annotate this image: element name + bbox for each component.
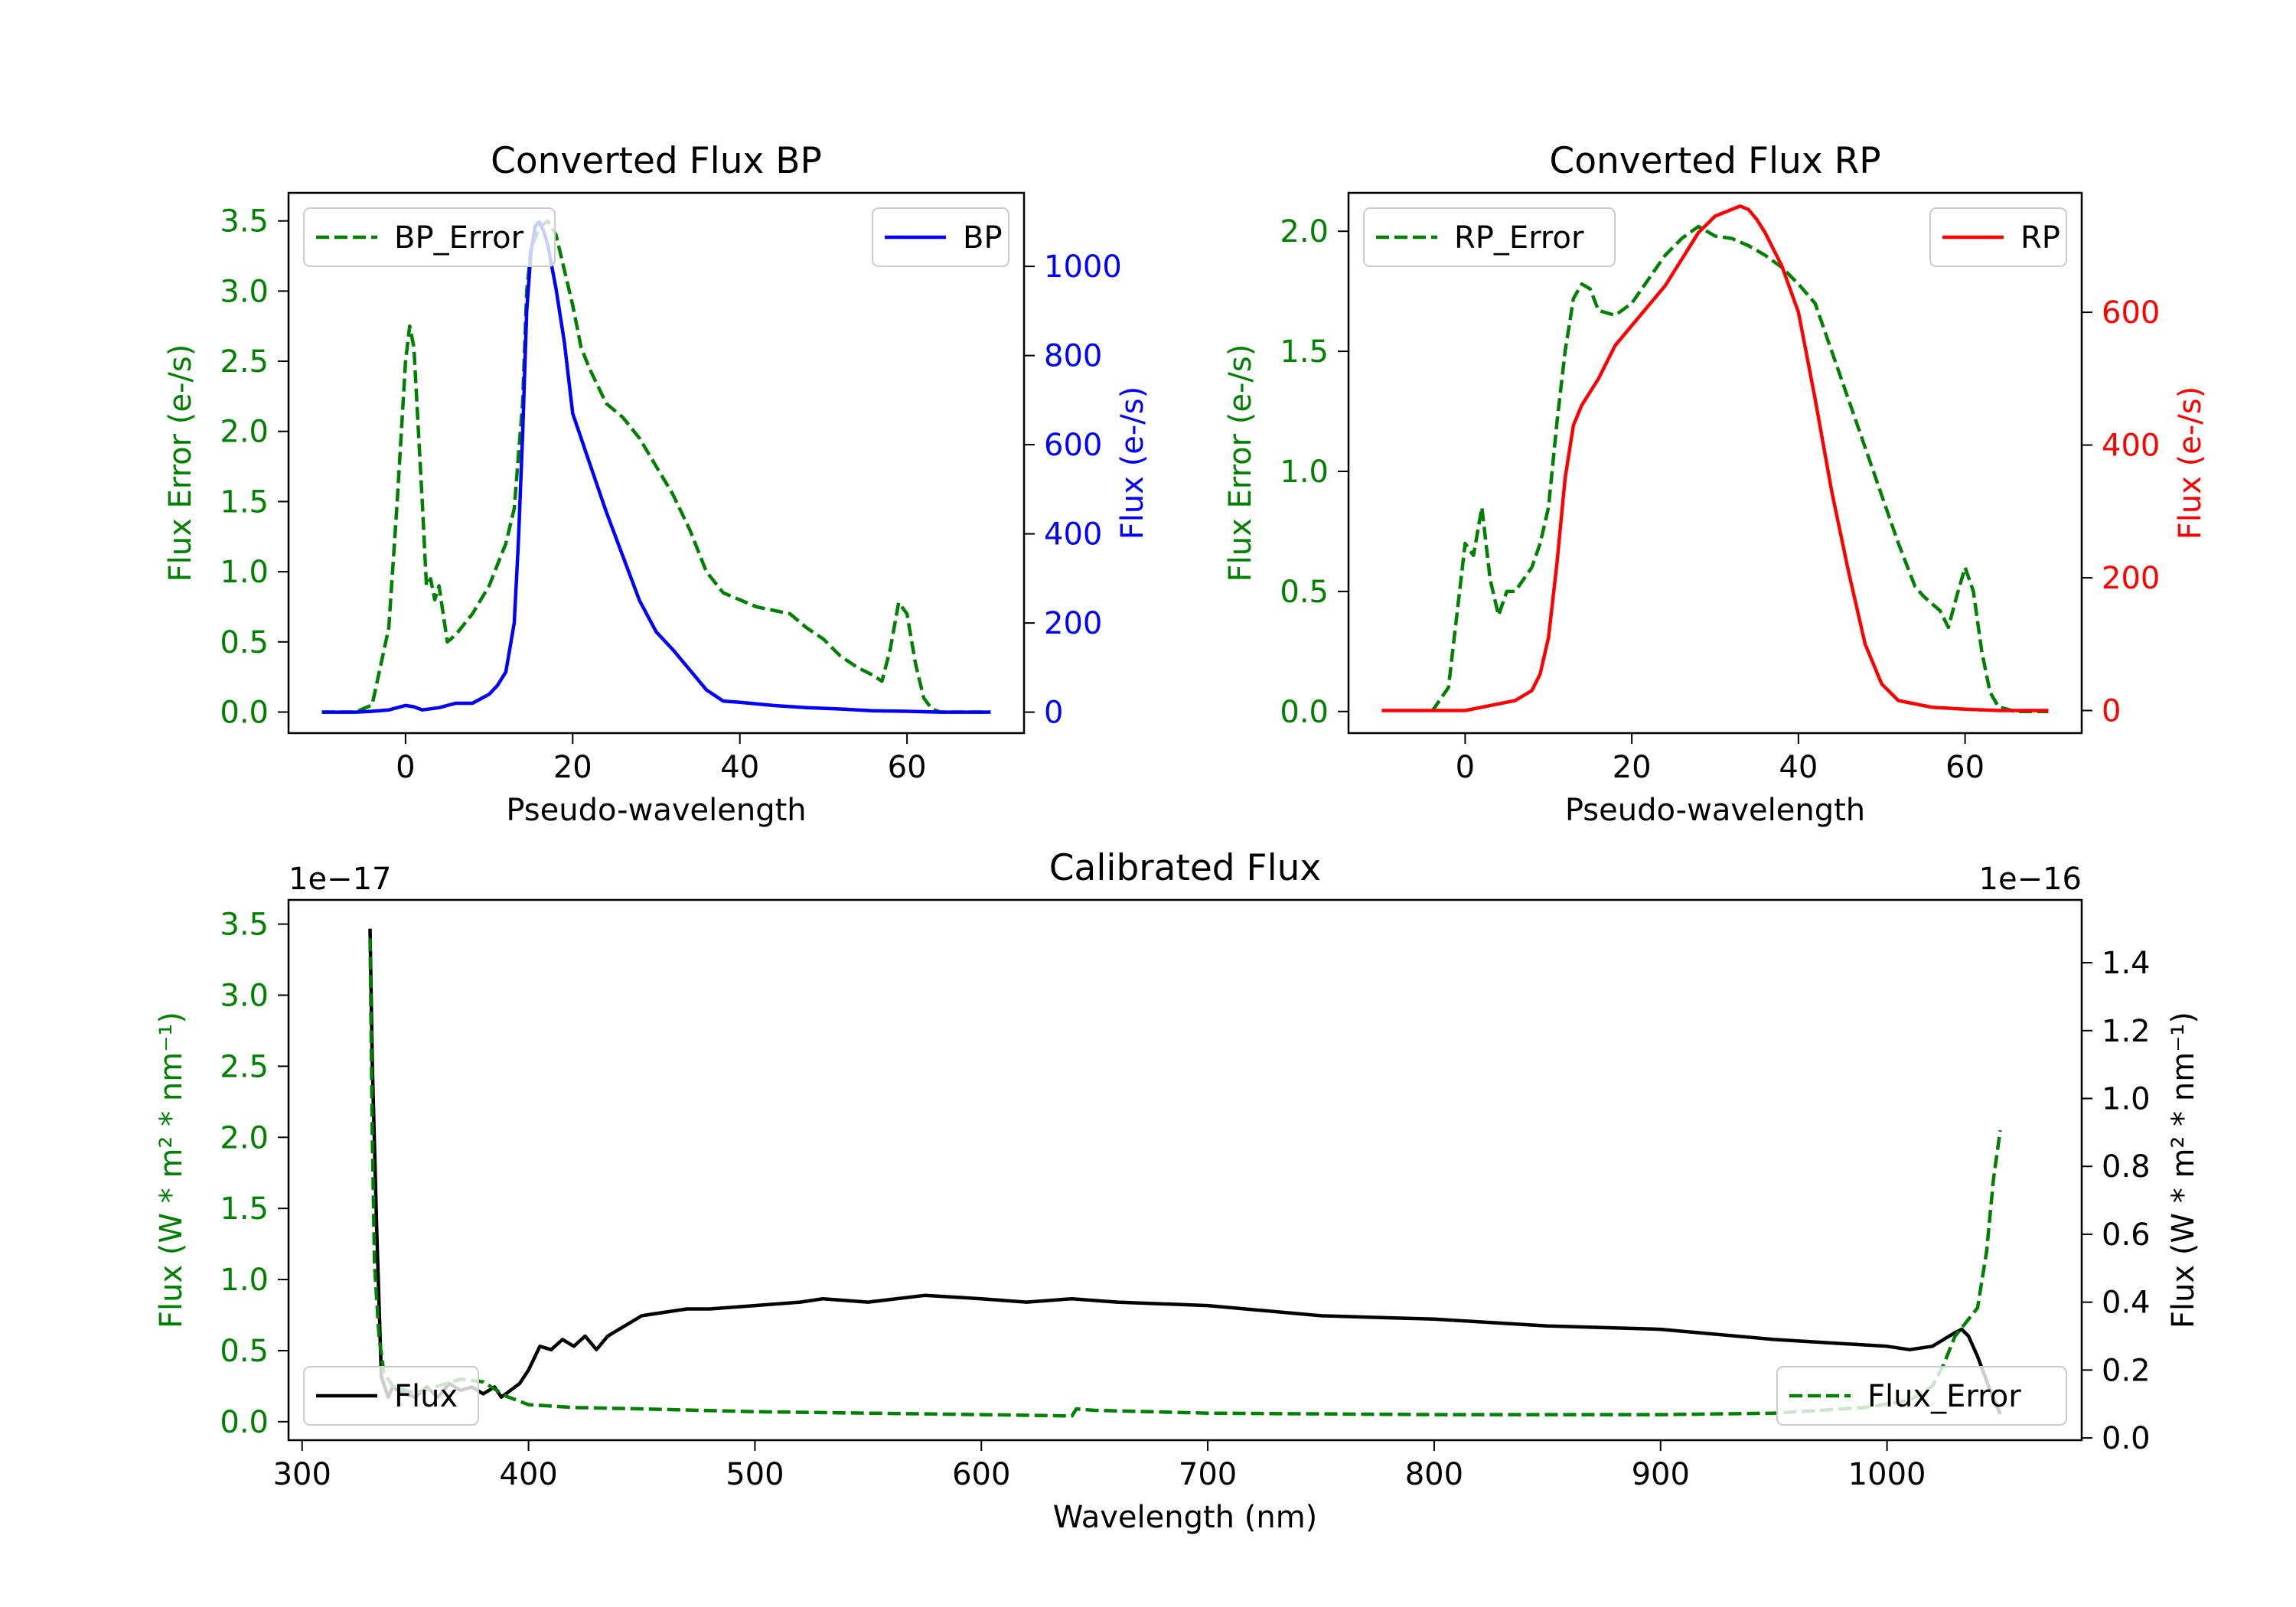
chart-title: Calibrated Flux [1049, 847, 1322, 889]
axes-frame [287, 191, 1026, 735]
y-right-tick-label: 800 [1044, 339, 1102, 374]
chart-panel-3: 300 400 500 600 700 800 900 1000 0.0 0.5 1.0 1.5 2.0… [154, 847, 2201, 1535]
y-left-tick-label: 2.5 [220, 344, 269, 380]
legend-label: RP_Error [1454, 220, 1584, 256]
y-left-tick-label: 3.0 [220, 274, 269, 309]
legend-flux: Flux [303, 1366, 479, 1426]
legend-rp: RP [1929, 207, 2067, 267]
x-tick-label: 20 [1613, 750, 1652, 785]
x-axis-label: Wavelength (nm) [1053, 1500, 1318, 1535]
y-right-tick-label: 400 [1044, 517, 1102, 553]
y-right-tick-label: 0.0 [2102, 1421, 2151, 1456]
x-tick-label: 900 [1632, 1457, 1690, 1492]
chart-title: Converted Flux BP [491, 140, 822, 182]
y-left-tick-label: 3.5 [220, 908, 269, 943]
x-tick-label: 60 [1945, 750, 1985, 785]
y-right-tick-label: 0 [1044, 696, 1063, 731]
legend-box [303, 207, 556, 267]
axes-frame [1347, 191, 2083, 735]
chart-panel-1: 0 20 40 60 0.0 0.5 1.0 1.5 2.0 2.5 3.0 3.5 0 200 400 60… [163, 140, 1150, 828]
x-tick-label: 700 [1179, 1457, 1237, 1492]
y-left-tick-label: 1.0 [1280, 455, 1329, 490]
y-left-tick-label: 0.0 [220, 1405, 269, 1440]
x-tick-label: 400 [499, 1457, 557, 1492]
y-left-tick-label: 0.5 [1280, 575, 1329, 610]
legend-box [1776, 1366, 2067, 1426]
y-left-tick-label: 2.0 [220, 415, 269, 450]
y-left-tick-label: 2.0 [1280, 214, 1329, 249]
y-left-tick-label: 0.0 [1280, 695, 1329, 730]
y-right-tick-label: 600 [1044, 428, 1102, 463]
y-right-tick-label: 0 [2102, 694, 2121, 729]
y-left-axis-label: Flux (W * m² * nm⁻¹) [154, 1012, 189, 1328]
x-tick-label: 60 [888, 750, 927, 785]
y-right-tick-label: 200 [2102, 561, 2160, 596]
y-right-tick-label: 600 [2102, 295, 2160, 331]
x-tick-label: 40 [720, 750, 759, 785]
y-left-tick-label: 1.0 [220, 1263, 269, 1298]
y-left-tick-label: 2.5 [220, 1049, 269, 1084]
y-right-offset-label: 1e−16 [1979, 862, 2082, 897]
y-right-tick-label: 1.4 [2102, 946, 2151, 981]
x-tick-label: 40 [1779, 750, 1818, 785]
y-left-tick-label: 3.5 [220, 204, 269, 240]
x-tick-label: 800 [1405, 1457, 1463, 1492]
legend-bp_error: BP_Error [303, 207, 556, 267]
y-right-tick-label: 0.6 [2102, 1217, 2151, 1253]
y-right-axis-label: Flux (W * m² * nm⁻¹) [2166, 1012, 2201, 1328]
y-right-tick-label: 1.2 [2102, 1014, 2151, 1049]
x-tick-label: 1000 [1848, 1457, 1926, 1492]
y-left-tick-label: 2.0 [220, 1120, 269, 1156]
panels: 0 20 40 600.00.51.01.52.02.53.03.5020040060… [154, 140, 2208, 1535]
y-left-offset-label: 1e−17 [289, 862, 391, 897]
series-line-bp_error [321, 219, 991, 714]
legend-box [1363, 207, 1616, 267]
legend-flux_error: Flux_Error [1776, 1366, 2067, 1426]
legend-label: RP [2020, 220, 2060, 256]
x-tick-label: 300 [273, 1457, 331, 1492]
legend-rp_error: RP_Error [1363, 207, 1616, 267]
chart-panel-2: 0 20 40 60 0.0 0.5 1.0 1.5 2.0 0 200 400 600 Converte… [1223, 140, 2208, 828]
legend-label: Flux_Error [1867, 1379, 2021, 1414]
x-axis-label: Pseudo-wavelength [1565, 793, 1865, 828]
x-tick-label: 0 [1456, 750, 1475, 785]
x-tick-label: 500 [726, 1457, 784, 1492]
y-right-tick-label: 1.0 [2102, 1081, 2151, 1116]
y-right-tick-label: 0.2 [2102, 1353, 2151, 1388]
series-line-rp_error [1430, 224, 2049, 714]
x-tick-label: 600 [952, 1457, 1010, 1492]
y-right-tick-label: 200 [1044, 606, 1102, 641]
y-left-tick-label: 0.0 [220, 695, 269, 730]
series-line-rp [1381, 204, 2049, 712]
y-left-tick-label: 0.5 [220, 1334, 269, 1369]
y-right-tick-label: 0.4 [2102, 1286, 2151, 1321]
y-right-axis-label: Flux (e-/s) [2173, 386, 2208, 539]
y-right-tick-label: 400 [2102, 429, 2160, 464]
y-left-tick-label: 1.5 [1280, 334, 1329, 370]
y-left-tick-label: 1.5 [220, 1191, 269, 1227]
y-left-axis-label: Flux Error (e-/s) [163, 344, 198, 582]
y-right-tick-label: 1000 [1044, 249, 1122, 285]
x-tick-label: 20 [553, 750, 592, 785]
legend-box [303, 1366, 479, 1426]
y-left-tick-label: 1.0 [220, 555, 269, 590]
legend-label: BP [963, 220, 1003, 256]
y-left-tick-label: 3.0 [220, 978, 269, 1013]
legend-label: BP_Error [394, 220, 524, 256]
x-axis-label: Pseudo-wavelength [506, 793, 806, 828]
legend-label: Flux [394, 1379, 458, 1414]
y-left-tick-label: 1.5 [220, 484, 269, 520]
y-left-axis-label: Flux Error (e-/s) [1223, 344, 1258, 582]
y-right-axis-label: Flux (e-/s) [1115, 386, 1150, 539]
y-right-tick-label: 0.8 [2102, 1149, 2151, 1185]
axes-frame [287, 898, 2083, 1442]
legend-bp: BP [872, 207, 1009, 267]
y-left-tick-label: 0.5 [220, 625, 269, 660]
x-tick-label: 0 [396, 750, 415, 785]
chart-title: Converted Flux RP [1549, 140, 1880, 182]
